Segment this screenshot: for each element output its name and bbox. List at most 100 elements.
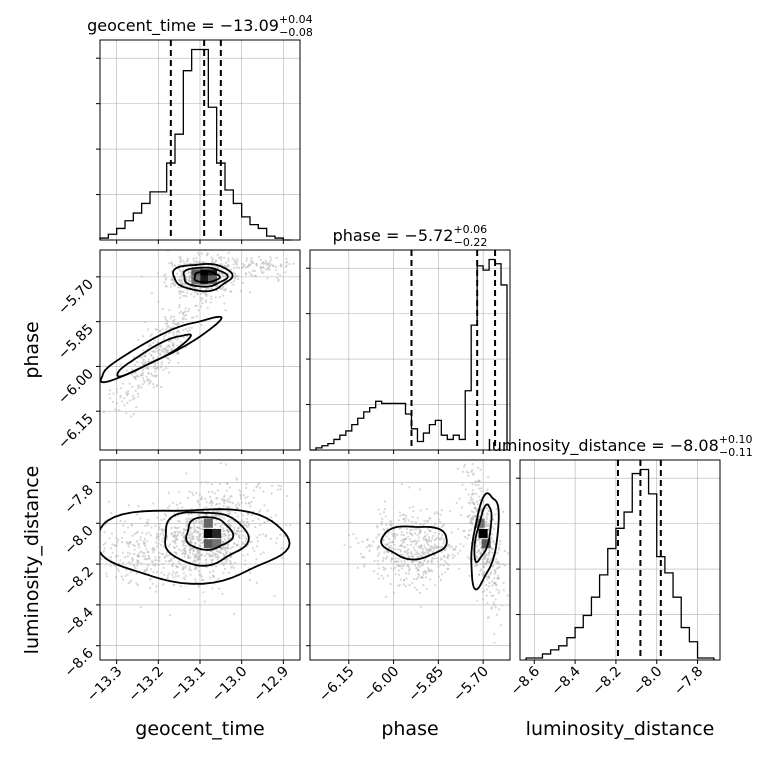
panel-phase-vs-luminosity_distance-sample-884 — [481, 598, 484, 601]
panel-geocent_time-vs-phase-sample-160 — [183, 262, 186, 265]
panel-phase-vs-luminosity_distance-sample-188 — [430, 545, 433, 548]
panel-geocent_time-vs-luminosity_distance-sample-320 — [198, 493, 201, 496]
panel-geocent_time-vs-phase-sample-634 — [154, 370, 157, 373]
panel-geocent_time-vs-phase-sample-812 — [245, 257, 249, 260]
panel-geocent_time-vs-luminosity_distance-sample-1090 — [263, 504, 266, 507]
panel-geocent_time-vs-luminosity_distance-xtick-label-2: −13.1 — [167, 664, 209, 706]
panel-geocent_time-vs-phase-sample-582 — [115, 391, 119, 394]
panel-phase-vs-luminosity_distance-sample-481 — [429, 578, 432, 581]
panel-phase-vs-luminosity_distance-sample-27 — [466, 556, 469, 559]
xlabel-phase: phase — [381, 718, 438, 740]
panel-geocent_time-vs-phase-sample-458 — [134, 389, 137, 392]
panel-geocent_time-vs-phase-sample-93 — [232, 271, 235, 274]
panel-phase-vs-luminosity_distance-sample-902 — [485, 553, 488, 556]
panel-geocent_time-vs-luminosity_distance-sample-423 — [176, 503, 179, 506]
panel-geocent_time-vs-luminosity_distance-sample-42 — [216, 558, 219, 561]
panel-phase-vs-luminosity_distance-sample-690 — [497, 592, 500, 595]
panel-geocent_time-vs-phase-sample-735 — [191, 316, 194, 320]
panel-geocent_time-vs-luminosity_distance-sample-789 — [143, 552, 146, 555]
panel-phase-vs-luminosity_distance-sample-487 — [412, 505, 415, 508]
panel-phase-vs-luminosity_distance-sample-269 — [435, 557, 438, 560]
panel-geocent_time-vs-luminosity_distance-sample-967 — [246, 553, 249, 556]
panel-geocent_time-vs-phase-sample-701 — [197, 309, 200, 312]
panel-geocent_time-vs-luminosity_distance-sample-658 — [133, 533, 136, 536]
panel-phase-vs-luminosity_distance-sample-381 — [418, 488, 421, 491]
panel-geocent_time-vs-luminosity_distance-sample-587 — [125, 568, 128, 571]
panel-phase-vs-luminosity_distance-sample-773 — [498, 563, 501, 566]
panel-geocent_time-vs-phase-sample-638 — [161, 328, 164, 331]
panel-geocent_time-vs-phase-sample-13 — [231, 257, 234, 260]
panel-geocent_time-vs-phase-sample-171 — [233, 277, 236, 280]
panel-phase-vs-luminosity_distance-sample-150 — [405, 527, 409, 531]
panel-geocent_time-vs-luminosity_distance-sample-715 — [173, 551, 176, 554]
panel-phase-vs-luminosity_distance-sample-266 — [410, 540, 413, 543]
panel-geocent_time-vs-luminosity_distance-ytick-label-1: −8.4 — [61, 604, 96, 639]
panel-geocent_time-vs-phase-sample-341 — [150, 291, 154, 295]
panel-phase-vs-luminosity_distance-sample-749 — [458, 497, 461, 500]
panel-geocent_time-vs-luminosity_distance-sample-290 — [175, 545, 178, 548]
panel-geocent_time-vs-luminosity_distance-sample-37 — [169, 543, 172, 546]
panel-phase-vs-luminosity_distance-sample-131 — [400, 567, 404, 570]
panel-phase-vs-luminosity_distance-sample-726 — [491, 580, 494, 583]
panel-phase-vs-luminosity_distance-sample-389 — [376, 546, 379, 549]
panel-geocent_time-vs-phase-sample-528 — [164, 318, 167, 321]
panel-geocent_time-vs-luminosity_distance-sample-656 — [129, 570, 133, 574]
panel-phase-vs-luminosity_distance-sample-785 — [461, 483, 464, 486]
panel-phase-vs-luminosity_distance-sample-305 — [411, 533, 414, 536]
panel-geocent_time-vs-luminosity_distance-sample-648 — [143, 555, 147, 558]
panel-geocent_time-vs-luminosity_distance-sample-124 — [152, 502, 155, 505]
panel-phase-vs-luminosity_distance-sample-617 — [477, 495, 481, 498]
panel-geocent_time-vs-phase-sample-839 — [244, 266, 247, 269]
panel-geocent_time-vs-luminosity_distance-sample-734 — [135, 540, 139, 543]
panel-phase-vs-luminosity_distance-sample-792 — [484, 563, 487, 566]
panel-geocent_time-vs-phase-sample-650 — [167, 371, 171, 374]
panel-geocent_time-vs-luminosity_distance-sample-339 — [227, 498, 230, 501]
panel-geocent_time-vs-phase-sample-524 — [156, 362, 159, 365]
panel-phase-vs-luminosity_distance-sample-219 — [386, 543, 389, 547]
hist-luminosity_distance-title: luminosity_distance = −8.08+0.10 −0.11 — [487, 433, 752, 459]
panel-phase-vs-luminosity_distance-sample-383 — [399, 550, 403, 553]
panel-phase-vs-luminosity_distance-sample-765 — [486, 512, 489, 515]
panel-phase-vs-luminosity_distance-sample-840 — [487, 561, 490, 564]
panel-phase-vs-luminosity_distance-sample-287 — [400, 531, 403, 534]
panel-phase-vs-luminosity_distance-sample-346 — [360, 556, 364, 559]
panel-geocent_time-vs-luminosity_distance-sample-556 — [122, 578, 125, 581]
panel-geocent_time-vs-phase-sample-541 — [159, 366, 162, 369]
panel-phase-vs-luminosity_distance-sample-490 — [408, 486, 411, 489]
panel-geocent_time-vs-phase-sample-705 — [148, 352, 151, 355]
panel-phase-vs-luminosity_distance-sample-870 — [478, 487, 481, 490]
panel-geocent_time-vs-phase-sample-482 — [152, 341, 155, 345]
panel-geocent_time-vs-luminosity_distance-sample-709 — [152, 563, 155, 567]
panel-geocent_time-vs-luminosity_distance-sample-827 — [179, 585, 182, 588]
panel-geocent_time-vs-phase-sample-723 — [137, 338, 140, 341]
panel-geocent_time-vs-luminosity_distance-sample-505 — [210, 504, 213, 507]
panel-geocent_time-vs-phase-sample-738 — [151, 350, 154, 353]
panel-geocent_time-vs-luminosity_distance-sample-654 — [126, 573, 129, 576]
panel-phase-vs-luminosity_distance-sample-41 — [466, 537, 469, 540]
panel-phase-vs-luminosity_distance-sample-209 — [424, 546, 427, 550]
panel-geocent_time-vs-phase-sample-842 — [262, 266, 265, 269]
panel-phase-vs-luminosity_distance-sample-532 — [488, 550, 492, 553]
panel-phase-vs-luminosity_distance-sample-852 — [487, 576, 491, 579]
panel-geocent_time-vs-luminosity_distance-sample-774 — [157, 563, 160, 567]
panel-phase-vs-luminosity_distance-sample-308 — [407, 572, 410, 575]
panel-geocent_time-vs-luminosity_distance-sample-602 — [163, 518, 166, 521]
panel-geocent_time-vs-luminosity_distance-sample-860 — [115, 544, 118, 547]
panel-phase-vs-luminosity_distance-sample-93 — [449, 509, 452, 513]
panel-geocent_time-vs-luminosity_distance-sample-820 — [135, 582, 138, 585]
panel-geocent_time-vs-luminosity_distance-sample-902 — [256, 536, 259, 539]
panel-geocent_time-vs-luminosity_distance-sample-954 — [239, 495, 243, 498]
panel-geocent_time-vs-luminosity_distance-sample-746 — [172, 557, 175, 560]
panel-phase-vs-luminosity_distance-sample-850 — [462, 465, 466, 468]
panel-geocent_time-vs-luminosity_distance-sample-900 — [217, 550, 220, 553]
panel-geocent_time-vs-luminosity_distance-sample-349 — [198, 573, 201, 576]
panel-phase-vs-luminosity_distance-sample-365 — [432, 547, 435, 550]
panel-geocent_time-vs-luminosity_distance-sample-892 — [109, 564, 112, 568]
panel-phase-vs-luminosity_distance-sample-310 — [412, 510, 415, 513]
panel-geocent_time-vs-phase-sample-710 — [142, 359, 145, 362]
panel-geocent_time-vs-phase-sample-31 — [227, 260, 230, 263]
panel-geocent_time-vs-phase-sample-755 — [261, 271, 264, 274]
panel-phase-vs-luminosity_distance-sample-718 — [481, 590, 484, 594]
panel-geocent_time-vs-luminosity_distance-sample-452 — [201, 528, 204, 531]
panel-phase-vs-luminosity_distance-sample-321 — [406, 531, 409, 535]
